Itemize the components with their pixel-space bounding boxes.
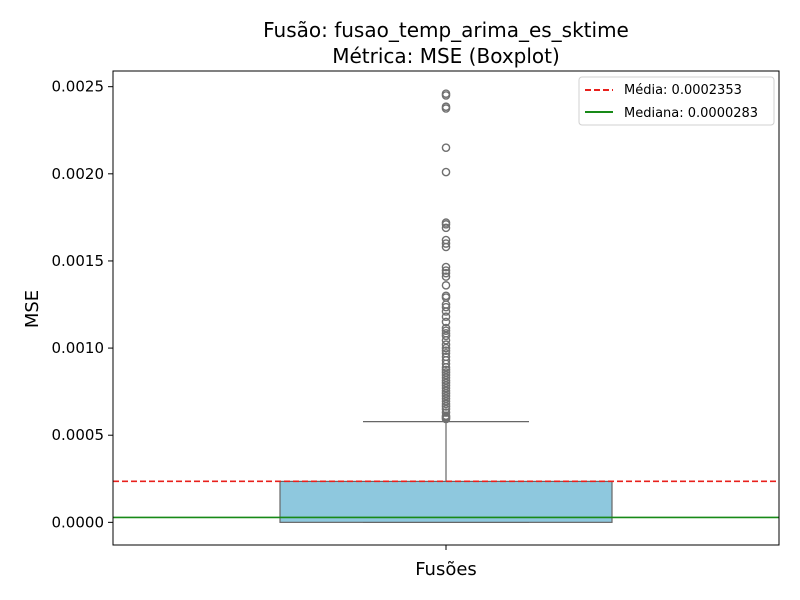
y-axis-label: MSE bbox=[22, 290, 43, 328]
outlier-point bbox=[441, 167, 451, 177]
outlier-point bbox=[441, 349, 451, 358]
y-tick-label: 0.0005 bbox=[52, 426, 105, 444]
outlier-point bbox=[441, 340, 451, 349]
outlier-point bbox=[441, 352, 451, 362]
legend: Média: 0.0002353 Mediana: 0.0000283 bbox=[578, 76, 775, 126]
outlier-point bbox=[441, 408, 451, 417]
chart-subtitle: Métrica: MSE (Boxplot) bbox=[332, 44, 560, 68]
y-tick-label: 0.0015 bbox=[52, 252, 105, 270]
outlier-point bbox=[441, 102, 451, 112]
box-iqr bbox=[279, 480, 613, 523]
outlier-point bbox=[441, 326, 451, 335]
outlier-point bbox=[441, 89, 451, 98]
y-tick-label: 0.0000 bbox=[52, 513, 105, 531]
chart-title: Fusão: fusao_temp_arima_es_sktime bbox=[263, 18, 629, 42]
plot-frame bbox=[112, 70, 780, 546]
outlier-point bbox=[441, 317, 451, 327]
outlier-point bbox=[441, 223, 451, 233]
outlier-point bbox=[441, 346, 451, 355]
outlier-point bbox=[441, 302, 451, 312]
y-axis: 0.0000 0.0005 0.0010 0.0015 0.0020 0.0025 bbox=[52, 78, 447, 550]
outlier-point bbox=[441, 235, 451, 245]
outlier-point bbox=[441, 143, 451, 152]
outlier-point bbox=[441, 291, 451, 301]
outlier-point bbox=[441, 323, 451, 333]
legend-mean-label: Média: 0.0002353 bbox=[624, 83, 742, 98]
outlier-point bbox=[441, 368, 451, 377]
outlier-point bbox=[441, 268, 451, 278]
outlier-point bbox=[441, 281, 451, 290]
outlier-point bbox=[441, 266, 451, 275]
legend-median-label: Mediana: 0.0000283 bbox=[624, 106, 758, 121]
outlier-point bbox=[441, 312, 451, 322]
outlier-point bbox=[441, 328, 451, 338]
y-tick-label: 0.0025 bbox=[52, 78, 105, 96]
outlier-point bbox=[441, 239, 451, 248]
outlier-point bbox=[441, 272, 451, 281]
y-tick-label: 0.0010 bbox=[52, 339, 105, 357]
outlier-point bbox=[441, 218, 451, 227]
x-category-label: Fusões bbox=[415, 559, 477, 580]
legend-box bbox=[578, 76, 775, 126]
outlier-point bbox=[441, 262, 451, 272]
y-tick-label: 0.0020 bbox=[52, 165, 105, 183]
plot-area bbox=[113, 89, 779, 523]
outlier-point bbox=[441, 365, 451, 375]
